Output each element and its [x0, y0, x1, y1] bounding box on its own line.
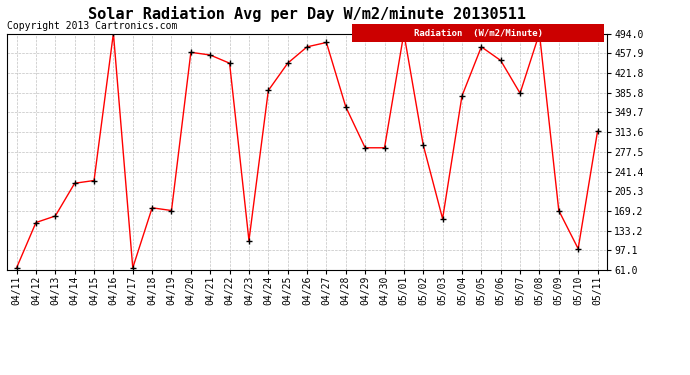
Title: Solar Radiation Avg per Day W/m2/minute 20130511: Solar Radiation Avg per Day W/m2/minute … — [88, 6, 526, 22]
Text: Copyright 2013 Cartronics.com: Copyright 2013 Cartronics.com — [7, 21, 177, 32]
